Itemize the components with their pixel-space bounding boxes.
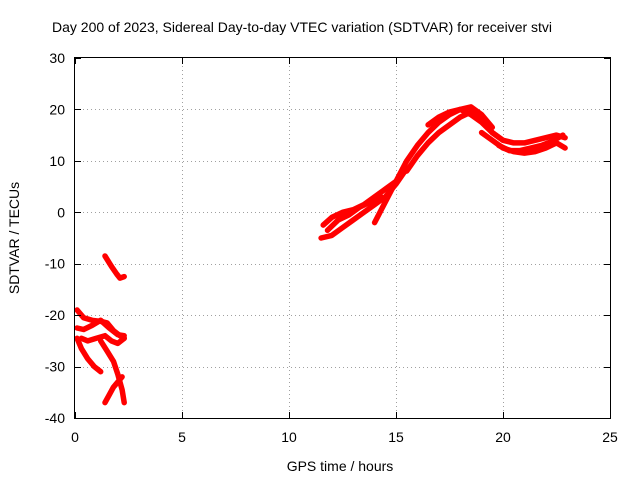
series-layer: [74, 104, 568, 406]
series-trace-10: [324, 194, 384, 234]
y-tick-label: 10: [49, 153, 65, 169]
series-trace-13: [425, 106, 568, 146]
x-tick-label: 0: [71, 429, 79, 445]
series-trace-6: [97, 338, 127, 406]
series-trace-5: [78, 332, 127, 347]
x-axis-label: GPS time / hours: [287, 458, 394, 474]
y-axis-label: SDTVAR / TECUs: [6, 182, 22, 294]
ticks: [75, 58, 611, 419]
x-tick-label: 25: [602, 429, 618, 445]
series-trace-4: [74, 335, 104, 375]
plot-frame: [74, 57, 611, 419]
x-tick-label: 5: [178, 429, 186, 445]
y-tick-label: -40: [45, 410, 65, 426]
y-tick-label: 20: [49, 101, 65, 117]
x-tick-label: 10: [281, 429, 297, 445]
x-tick-labels: 0 5 10 15 20 25: [71, 429, 618, 445]
series-trace-1: [102, 253, 127, 281]
y-tick-label: -10: [45, 256, 65, 272]
y-tick-label: -20: [45, 307, 65, 323]
series-trace-3: [74, 317, 127, 339]
series-trace-7: [102, 374, 125, 406]
series-trace-14: [478, 129, 568, 156]
y-tick-label: 30: [49, 50, 65, 66]
y-tick-label: 0: [57, 204, 65, 220]
y-tick-label: -30: [45, 359, 65, 375]
grid: [75, 58, 610, 418]
x-tick-label: 20: [495, 429, 511, 445]
series-trace-11: [371, 104, 496, 226]
x-tick-label: 15: [388, 429, 404, 445]
y-tick-labels: -40 -30 -20 -10 0 10 20 30: [45, 50, 65, 426]
chart-title: Day 200 of 2023, Sidereal Day-to-day VTE…: [52, 19, 552, 35]
series-trace-15: [495, 132, 566, 154]
